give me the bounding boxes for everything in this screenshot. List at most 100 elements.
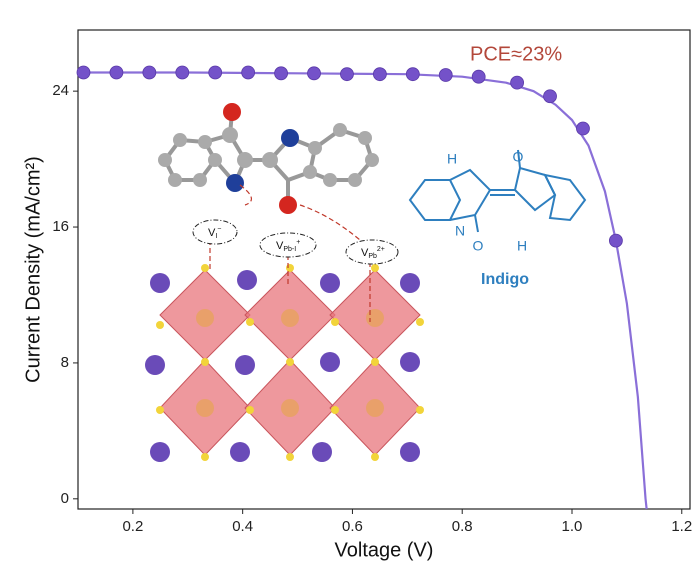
x-tick-label: 0.6 xyxy=(342,518,363,535)
page: {"chart_data": { "type": "line", "xlabel… xyxy=(0,0,697,572)
atom xyxy=(365,153,379,167)
atom xyxy=(173,133,187,147)
atom xyxy=(222,127,238,143)
data-point xyxy=(176,66,189,79)
ring xyxy=(410,180,460,220)
atom xyxy=(416,318,424,326)
atom xyxy=(281,129,299,147)
atom xyxy=(156,406,164,414)
x-tick-label: 1.2 xyxy=(671,518,692,535)
atom xyxy=(262,152,278,168)
data-point xyxy=(511,76,524,89)
atom xyxy=(303,165,317,179)
atom xyxy=(331,318,339,326)
ring xyxy=(515,168,555,210)
atom xyxy=(150,442,170,462)
chart: IndigoHONHOVI−VPb-I+VPb2+ 0.20.40.60.81.… xyxy=(0,0,697,572)
atom xyxy=(196,399,214,417)
y-tick-label: 16 xyxy=(52,218,69,235)
atom xyxy=(331,406,339,414)
atom xyxy=(168,173,182,187)
atom xyxy=(201,453,209,461)
atom xyxy=(156,321,164,329)
atom xyxy=(246,318,254,326)
x-tick-label: 1.0 xyxy=(562,518,583,535)
atom xyxy=(201,264,209,272)
link xyxy=(300,205,360,240)
atom xyxy=(223,103,241,121)
data-point xyxy=(406,68,419,81)
bond xyxy=(475,215,478,232)
data-point xyxy=(242,66,255,79)
molecule-atoms xyxy=(158,103,379,214)
data-point xyxy=(308,67,321,80)
atom xyxy=(286,453,294,461)
atom xyxy=(358,131,372,145)
atom-label: O xyxy=(513,149,524,165)
data-point xyxy=(209,66,222,79)
atom-label: H xyxy=(447,151,457,167)
x-axis-label: Voltage (V) xyxy=(335,539,434,561)
atom xyxy=(320,273,340,293)
atom-label: N xyxy=(455,223,465,239)
data-point xyxy=(340,68,353,81)
atom xyxy=(279,196,297,214)
y-tick-label: 0 xyxy=(61,490,69,507)
atom xyxy=(366,399,384,417)
defect-sub: Pb xyxy=(368,253,377,260)
defect-sub: Pb-I xyxy=(283,246,296,253)
atom xyxy=(371,453,379,461)
atom xyxy=(416,406,424,414)
indigo-structure xyxy=(410,150,585,232)
atom xyxy=(286,358,294,366)
data-point xyxy=(609,234,622,247)
atom xyxy=(281,309,299,327)
x-tick-label: 0.8 xyxy=(452,518,473,535)
atom xyxy=(371,264,379,272)
atom xyxy=(235,355,255,375)
data-point xyxy=(77,66,90,79)
atom xyxy=(348,173,362,187)
atom xyxy=(323,173,337,187)
data-point xyxy=(110,66,123,79)
data-point xyxy=(576,122,589,135)
atom xyxy=(246,406,254,414)
defect-sub: I xyxy=(215,233,217,240)
x-tick-label: 0.4 xyxy=(232,518,253,535)
x-tick-label: 0.2 xyxy=(122,518,143,535)
y-axis-label: Current Density (mA/cm²) xyxy=(22,156,44,383)
atom xyxy=(145,355,165,375)
data-point xyxy=(143,66,156,79)
data-point xyxy=(439,69,452,82)
atom xyxy=(286,264,294,272)
atom xyxy=(281,399,299,417)
atom xyxy=(371,358,379,366)
atom xyxy=(201,358,209,366)
atom xyxy=(333,123,347,137)
atom xyxy=(237,270,257,290)
atom xyxy=(158,153,172,167)
atom xyxy=(312,442,332,462)
data-point xyxy=(373,68,386,81)
data-point xyxy=(544,90,557,103)
molecule-name: Indigo xyxy=(481,271,529,288)
atom xyxy=(196,309,214,327)
atom xyxy=(320,352,340,372)
defect-sup: − xyxy=(217,226,221,233)
atom xyxy=(400,273,420,293)
atom xyxy=(400,352,420,372)
atom xyxy=(226,174,244,192)
atom xyxy=(208,153,222,167)
annotation: PCE≈23% xyxy=(470,43,562,65)
y-tick-label: 8 xyxy=(61,354,69,371)
defect-sup: + xyxy=(296,239,300,246)
atom xyxy=(237,152,253,168)
atom-label: H xyxy=(517,238,527,254)
atom xyxy=(230,442,250,462)
atom xyxy=(193,173,207,187)
atom xyxy=(150,273,170,293)
y-tick-label: 24 xyxy=(52,82,69,99)
atom xyxy=(198,135,212,149)
atom xyxy=(366,309,384,327)
